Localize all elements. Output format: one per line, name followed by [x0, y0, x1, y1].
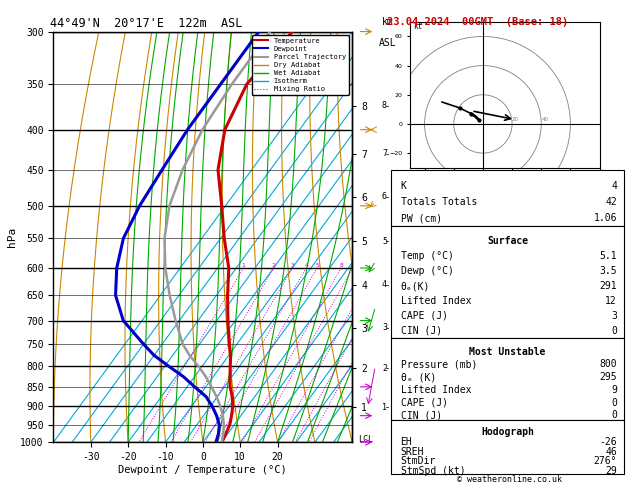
Text: Totals Totals: Totals Totals: [401, 197, 477, 207]
X-axis label: Dewpoint / Temperature (°C): Dewpoint / Temperature (°C): [118, 465, 287, 475]
Text: 291: 291: [599, 281, 617, 291]
Text: EH: EH: [401, 437, 412, 447]
Text: 12: 12: [605, 296, 617, 306]
Text: CIN (J): CIN (J): [401, 326, 442, 336]
Text: Dewp (°C): Dewp (°C): [401, 266, 454, 276]
Text: 29: 29: [605, 466, 617, 476]
Text: 8: 8: [339, 263, 343, 268]
Legend: Temperature, Dewpoint, Parcel Trajectory, Dry Adiabat, Wet Adiabat, Isotherm, Mi: Temperature, Dewpoint, Parcel Trajectory…: [252, 35, 348, 95]
Text: 5.1: 5.1: [599, 251, 617, 261]
Text: 4: 4: [611, 181, 617, 191]
Text: 3: 3: [611, 311, 617, 321]
Text: PW (cm): PW (cm): [401, 213, 442, 223]
Text: 1.06: 1.06: [594, 213, 617, 223]
Text: CAPE (J): CAPE (J): [401, 398, 448, 407]
Text: 6: 6: [382, 192, 387, 201]
Text: 0: 0: [611, 398, 617, 407]
Text: 46: 46: [605, 447, 617, 457]
Text: 276°: 276°: [594, 456, 617, 467]
Text: -26: -26: [599, 437, 617, 447]
Text: 23.04.2024  00GMT  (Base: 18): 23.04.2024 00GMT (Base: 18): [387, 17, 569, 27]
Text: SREH: SREH: [401, 447, 424, 457]
Text: 3.5: 3.5: [599, 266, 617, 276]
Text: © weatheronline.co.uk: © weatheronline.co.uk: [457, 474, 562, 484]
Text: Pressure (mb): Pressure (mb): [401, 359, 477, 369]
Text: ASL: ASL: [379, 38, 397, 48]
Text: 5: 5: [315, 263, 319, 268]
Text: Lifted Index: Lifted Index: [401, 296, 471, 306]
Text: 1: 1: [242, 263, 245, 268]
Text: 40: 40: [541, 117, 548, 122]
Text: θₑ (K): θₑ (K): [401, 372, 436, 382]
Text: CAPE (J): CAPE (J): [401, 311, 448, 321]
Text: 44°49'N  20°17'E  122m  ASL: 44°49'N 20°17'E 122m ASL: [50, 17, 243, 31]
Text: 3: 3: [291, 263, 294, 268]
Text: Hodograph: Hodograph: [481, 427, 534, 437]
Text: 4: 4: [304, 263, 308, 268]
Text: θₑ(K): θₑ(K): [401, 281, 430, 291]
Text: 2: 2: [382, 364, 387, 373]
Text: K: K: [401, 181, 406, 191]
Text: Most Unstable: Most Unstable: [469, 347, 546, 357]
Text: 7: 7: [382, 149, 387, 158]
Text: CIN (J): CIN (J): [401, 410, 442, 420]
Y-axis label: hPa: hPa: [8, 227, 18, 247]
Text: 5: 5: [382, 237, 387, 246]
Text: 1: 1: [382, 402, 387, 412]
Text: 0: 0: [611, 410, 617, 420]
Text: 42: 42: [605, 197, 617, 207]
Text: Lifted Index: Lifted Index: [401, 385, 471, 395]
Text: LCL: LCL: [359, 435, 373, 444]
Text: 4: 4: [382, 280, 387, 289]
Text: kt: kt: [413, 22, 422, 31]
Text: 0: 0: [611, 326, 617, 336]
Text: Surface: Surface: [487, 236, 528, 246]
Text: StmDir: StmDir: [401, 456, 436, 467]
Text: 8: 8: [382, 102, 387, 110]
Text: 9: 9: [611, 385, 617, 395]
Text: 20: 20: [512, 117, 519, 122]
Text: 3: 3: [382, 323, 387, 332]
Text: Temp (°C): Temp (°C): [401, 251, 454, 261]
Text: 10: 10: [349, 263, 357, 268]
Text: 295: 295: [599, 372, 617, 382]
Text: 2: 2: [272, 263, 276, 268]
Text: 800: 800: [599, 359, 617, 369]
Text: StmSpd (kt): StmSpd (kt): [401, 466, 465, 476]
Text: km: km: [382, 17, 394, 28]
